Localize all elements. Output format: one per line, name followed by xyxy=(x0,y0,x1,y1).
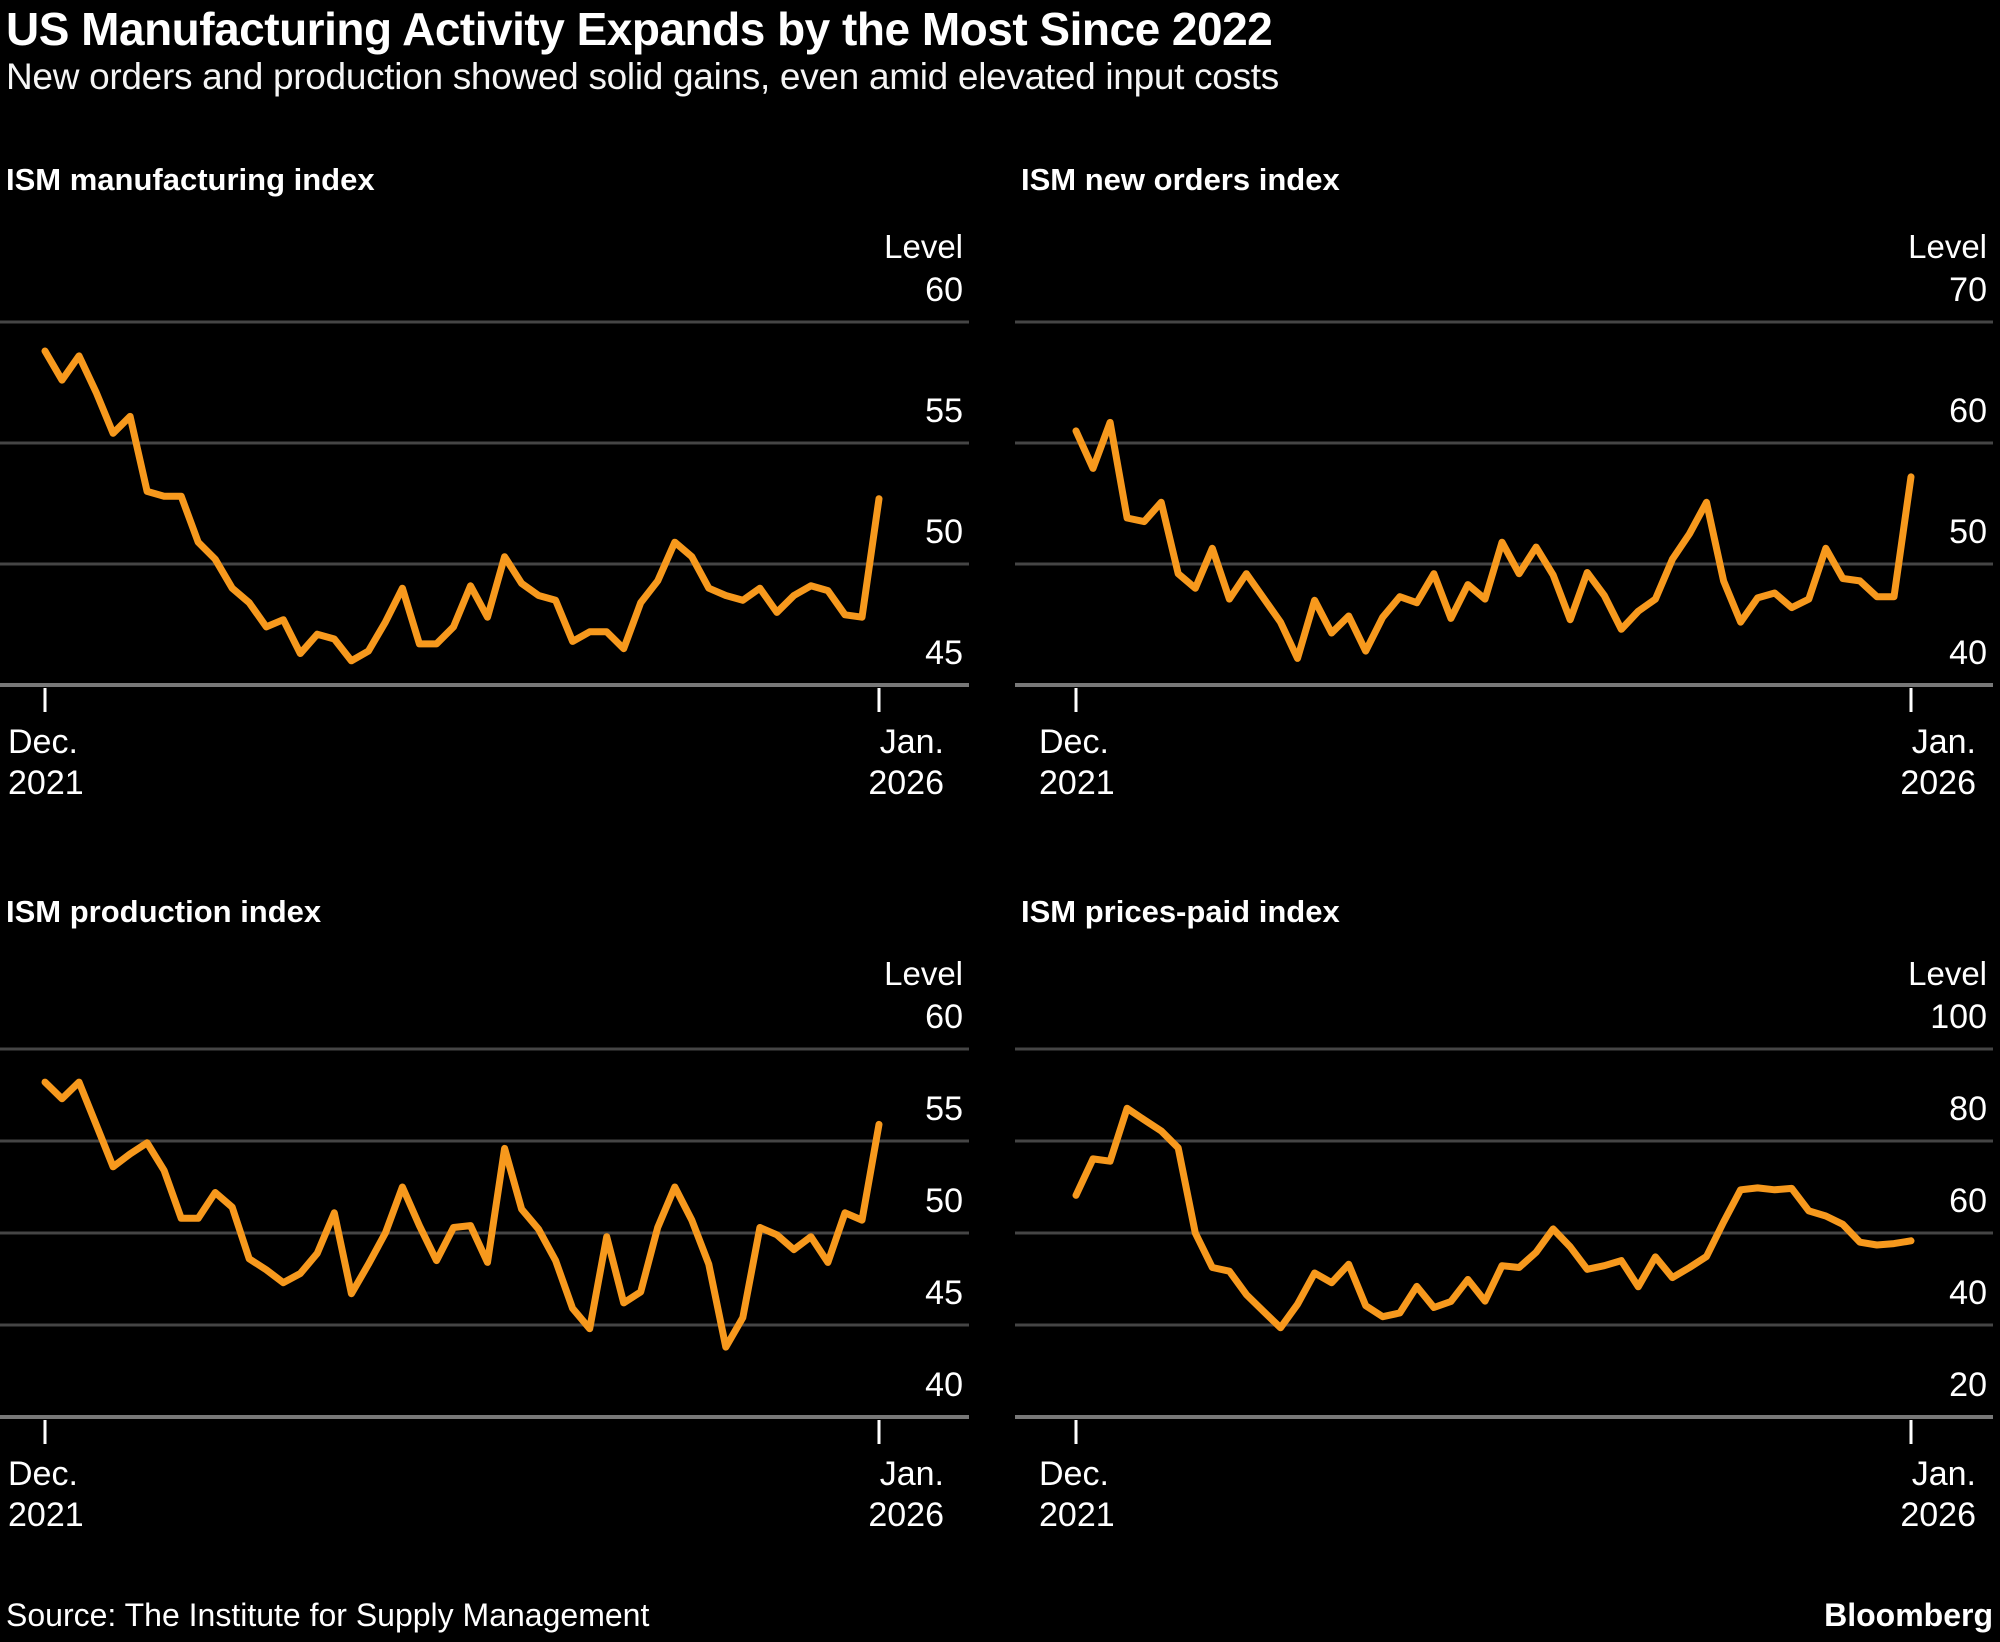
y-tick-label: 60 xyxy=(925,998,963,1036)
y-tick-label: 80 xyxy=(1949,1090,1987,1128)
line-chart-production xyxy=(0,1047,969,1444)
x-axis-start-label: Dec. 2021 xyxy=(1039,1455,1115,1534)
data-line xyxy=(1072,1104,1915,1332)
page-title: US Manufacturing Activity Expands by the… xyxy=(6,3,1273,55)
chart-title: ISM production index xyxy=(6,894,322,929)
y-axis-unit-label: Level xyxy=(1908,955,1987,992)
y-tick-label: 40 xyxy=(925,1366,963,1404)
chart-title: ISM new orders index xyxy=(1021,162,1340,197)
line-chart-manufacturing xyxy=(0,320,969,712)
y-tick-label: 55 xyxy=(925,1090,963,1128)
chart-panel-production: ISM production index Level Dec. 2021 Jan… xyxy=(0,874,969,1554)
chart-title: ISM prices-paid index xyxy=(1021,894,1340,929)
x-axis-end-label: Jan. 2026 xyxy=(1900,723,1976,802)
y-tick-label: 70 xyxy=(1949,271,1987,309)
x-axis-end-label: Jan. 2026 xyxy=(1900,1455,1976,1534)
chart-title: ISM manufacturing index xyxy=(6,162,375,197)
y-tick-label: 60 xyxy=(1949,392,1987,430)
chart-panel-prices-paid: ISM prices-paid index Level Dec. 2021 Ja… xyxy=(1015,874,1993,1554)
y-tick-label: 55 xyxy=(925,392,963,430)
x-axis-end-label: Jan. 2026 xyxy=(868,1455,944,1534)
x-axis-start-label: Dec. 2021 xyxy=(1039,723,1115,802)
y-tick-label: 40 xyxy=(1949,634,1987,672)
y-tick-label: 50 xyxy=(925,1182,963,1220)
y-axis-unit-label: Level xyxy=(1908,228,1987,265)
source-note: Source: The Institute for Supply Managem… xyxy=(6,1597,650,1633)
y-tick-label: 60 xyxy=(1949,1182,1987,1220)
y-tick-label: 50 xyxy=(925,513,963,551)
chart-panel-new-orders: ISM new orders index Level Dec. 2021 Jan… xyxy=(1015,142,1993,822)
y-axis-unit-label: Level xyxy=(884,955,963,992)
y-tick-label: 20 xyxy=(1949,1366,1987,1404)
y-tick-label: 45 xyxy=(925,634,963,672)
y-tick-label: 45 xyxy=(925,1274,963,1312)
bloomberg-logo: Bloomberg xyxy=(1824,1597,1993,1633)
line-chart-new-orders xyxy=(1015,320,1993,712)
line-chart-prices-paid xyxy=(1015,1047,1993,1444)
x-axis-end-label: Jan. 2026 xyxy=(868,723,944,802)
y-tick-label: 50 xyxy=(1949,513,1987,551)
data-line xyxy=(41,1078,883,1351)
x-axis-start-label: Dec. 2021 xyxy=(8,723,84,802)
data-line xyxy=(41,347,883,665)
y-tick-label: 60 xyxy=(925,271,963,309)
page-subtitle: New orders and production showed solid g… xyxy=(6,56,1279,97)
data-line xyxy=(1072,418,1915,662)
chart-panel-manufacturing: ISM manufacturing index Level Dec. 2021 … xyxy=(0,142,969,822)
x-axis-start-label: Dec. 2021 xyxy=(8,1455,84,1534)
y-axis-unit-label: Level xyxy=(884,228,963,265)
y-tick-label: 40 xyxy=(1949,1274,1987,1312)
y-tick-label: 100 xyxy=(1930,998,1987,1036)
